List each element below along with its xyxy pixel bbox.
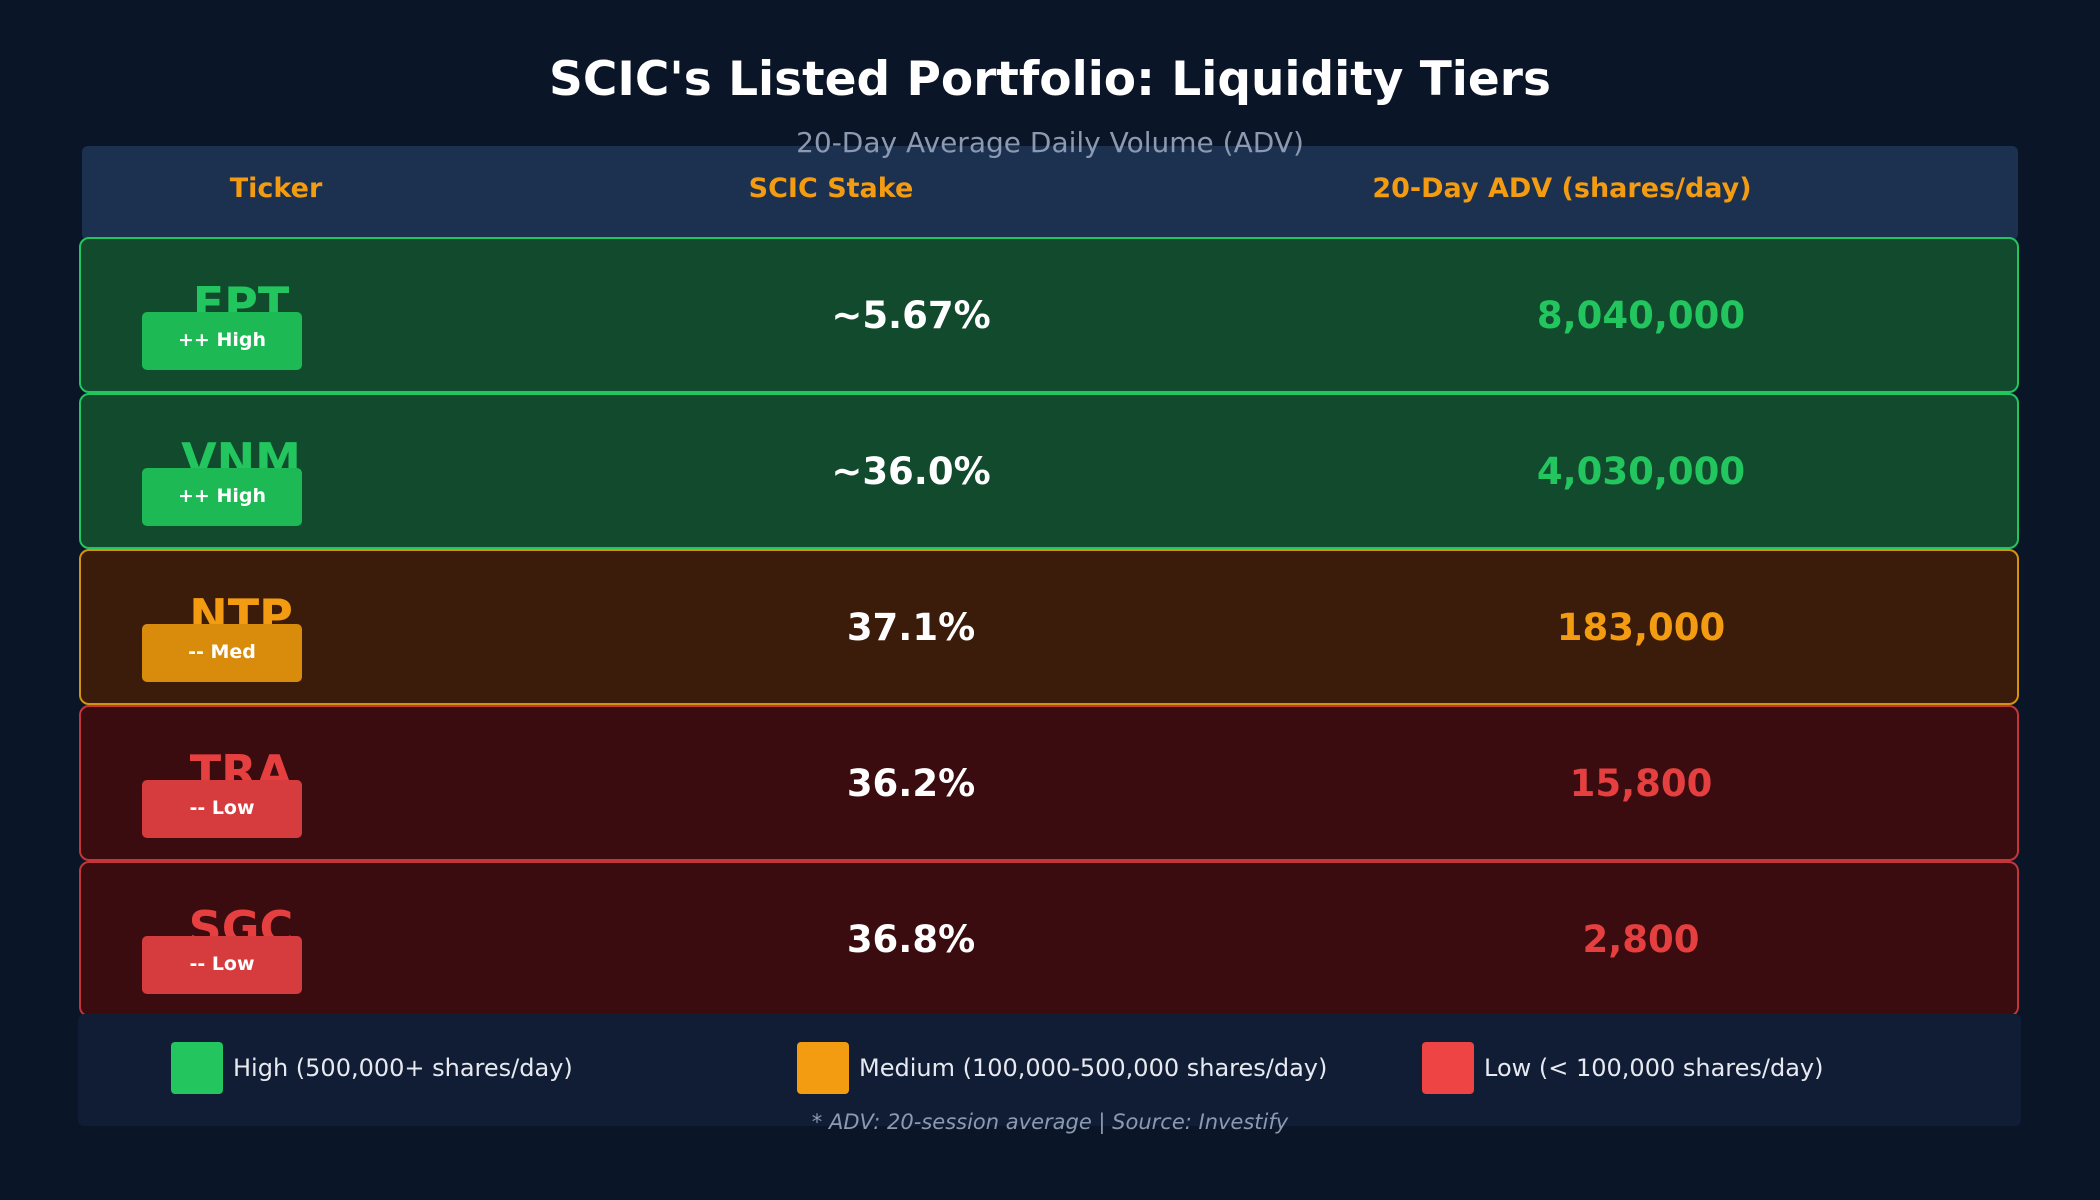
- footnote: * ADV: 20-session average | Source: Inve…: [811, 1110, 1289, 1134]
- table-row-sgc: SGC -- Low 36.8% 2,800: [79, 861, 2019, 1017]
- stake-value: ~36.0%: [831, 450, 991, 493]
- legend-label-high: High (500,000+ shares/day): [233, 1054, 573, 1082]
- stake-value: ~5.67%: [831, 294, 991, 337]
- legend-label-low: Low (< 100,000 shares/day): [1484, 1054, 1824, 1082]
- stake-value: 36.8%: [846, 918, 976, 961]
- chart-title: SCIC's Listed Portfolio: Liquidity Tiers: [549, 52, 1551, 107]
- column-header-ticker: Ticker: [229, 173, 323, 204]
- legend-label-medium: Medium (100,000-500,000 shares/day): [859, 1054, 1328, 1082]
- tier-badge: -- Low: [142, 780, 302, 838]
- table-header: Ticker SCIC Stake 20-Day ADV (shares/day…: [82, 146, 2018, 240]
- table-row-vnm: VNM ++ High ~36.0% 4,030,000: [79, 393, 2019, 549]
- tier-badge: -- Med: [142, 624, 302, 682]
- tier-badge: ++ High: [142, 312, 302, 370]
- adv-value: 183,000: [1556, 606, 1726, 649]
- legend-swatch-high: [171, 1042, 223, 1094]
- stake-value: 37.1%: [846, 606, 976, 649]
- tier-badge: -- Low: [142, 936, 302, 994]
- legend-swatch-medium: [797, 1042, 849, 1094]
- adv-value: 2,800: [1582, 918, 1700, 961]
- table-row-ntp: NTP -- Med 37.1% 183,000: [79, 549, 2019, 705]
- legend: High (500,000+ shares/day) Medium (100,0…: [78, 1014, 2021, 1126]
- legend-swatch-low: [1422, 1042, 1474, 1094]
- table-row-fpt: FPT ++ High ~5.67% 8,040,000: [79, 237, 2019, 393]
- tier-badge: ++ High: [142, 468, 302, 526]
- table-row-tra: TRA -- Low 36.2% 15,800: [79, 705, 2019, 861]
- adv-value: 4,030,000: [1536, 450, 1746, 493]
- column-header-adv: 20-Day ADV (shares/day): [1372, 173, 1752, 204]
- chart-subtitle: 20-Day Average Daily Volume (ADV): [796, 126, 1304, 159]
- stake-value: 36.2%: [846, 762, 976, 805]
- adv-value: 15,800: [1569, 762, 1713, 805]
- adv-value: 8,040,000: [1536, 294, 1746, 337]
- column-header-stake: SCIC Stake: [748, 173, 914, 204]
